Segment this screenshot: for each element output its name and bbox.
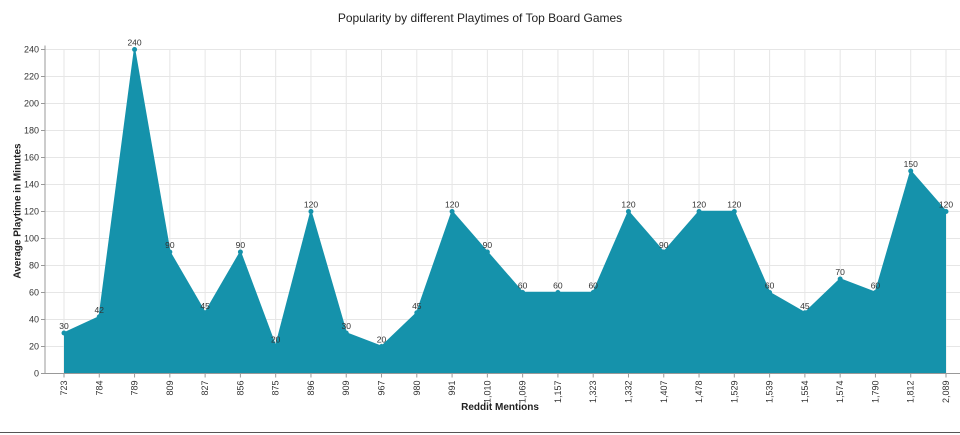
data-point <box>308 209 314 214</box>
x-tick-label: 1,812 <box>906 381 916 404</box>
window-bottom-border <box>0 432 960 433</box>
data-label: 90 <box>236 240 246 250</box>
x-tick-label: 723 <box>59 381 69 396</box>
data-label: 120 <box>692 200 706 210</box>
data-point <box>273 344 279 349</box>
data-label: 120 <box>304 200 318 210</box>
data-label: 240 <box>127 38 141 48</box>
data-point <box>908 168 914 174</box>
data-label: 60 <box>553 281 563 291</box>
data-point <box>484 249 490 255</box>
x-tick-label: 809 <box>165 381 175 396</box>
data-point <box>661 249 667 255</box>
data-point <box>625 209 631 214</box>
data-point <box>520 290 526 295</box>
data-label: 60 <box>588 281 598 291</box>
data-label: 30 <box>342 321 352 331</box>
x-tick-label: 967 <box>377 381 387 396</box>
x-tick-label: 1,554 <box>800 381 810 404</box>
y-tick-label: 60 <box>29 288 39 298</box>
x-tick-label: 909 <box>341 381 351 396</box>
y-tick-label: 100 <box>24 234 39 244</box>
x-tick-label: 1,574 <box>835 381 845 404</box>
data-point <box>202 310 208 316</box>
y-tick-label: 0 <box>34 369 39 379</box>
x-tick-label: 1,010 <box>482 381 492 404</box>
data-point <box>696 209 702 214</box>
y-tick-label: 180 <box>24 126 39 136</box>
data-point <box>731 209 737 214</box>
x-tick-label: 1,323 <box>588 381 598 404</box>
data-label: 90 <box>659 240 669 250</box>
data-label: 45 <box>412 301 422 311</box>
data-point <box>837 276 843 282</box>
data-label: 90 <box>165 240 175 250</box>
x-tick-label: 1,069 <box>518 381 528 404</box>
x-tick-label: 991 <box>447 381 457 396</box>
data-point <box>167 249 173 255</box>
data-point <box>379 344 385 349</box>
data-point <box>943 209 949 214</box>
x-tick-label: 1,407 <box>659 381 669 404</box>
data-point <box>96 314 102 320</box>
y-tick-label: 220 <box>24 72 39 82</box>
area-series <box>64 49 946 374</box>
y-tick-label: 160 <box>24 153 39 163</box>
data-label: 60 <box>871 281 881 291</box>
data-point <box>802 310 808 316</box>
data-label: 120 <box>621 200 635 210</box>
data-point <box>449 209 455 214</box>
data-label: 45 <box>800 301 810 311</box>
data-point <box>414 310 420 316</box>
data-point <box>343 330 349 336</box>
x-tick-label: 980 <box>412 381 422 396</box>
y-tick-label: 40 <box>29 315 39 325</box>
data-label: 70 <box>835 267 845 277</box>
x-tick-label: 856 <box>235 381 245 396</box>
data-label: 30 <box>59 321 69 331</box>
data-label: 120 <box>445 200 459 210</box>
data-point <box>132 47 138 52</box>
x-tick-label: 2,089 <box>941 381 951 404</box>
area-series-line <box>63 49 947 349</box>
data-point <box>872 290 878 295</box>
data-point <box>767 290 773 295</box>
x-tick-label: 1,478 <box>694 381 704 404</box>
x-tick-label: 1,790 <box>870 381 880 404</box>
y-tick-label: 20 <box>29 342 39 352</box>
x-tick-label: 1,529 <box>729 381 739 404</box>
data-point <box>555 290 561 295</box>
data-label: 45 <box>200 301 210 311</box>
x-tick-label: 789 <box>130 381 140 396</box>
y-tick-label: 140 <box>24 180 39 190</box>
x-tick-label: 827 <box>200 381 210 396</box>
x-tick-label: 896 <box>306 381 316 396</box>
data-label: 150 <box>904 159 918 169</box>
x-tick-label: 875 <box>271 381 281 396</box>
data-label: 120 <box>727 200 741 210</box>
data-label: 20 <box>377 335 387 345</box>
chart-title: Popularity by different Playtimes of Top… <box>337 11 623 25</box>
y-axis-label: Average Playtime in Minutes <box>12 143 24 279</box>
x-tick-label: 1,157 <box>553 381 563 404</box>
x-tick-label: 784 <box>94 381 104 396</box>
x-tick-label: 1,539 <box>765 381 775 404</box>
data-label: 90 <box>483 240 493 250</box>
y-tick-label: 120 <box>24 207 39 217</box>
x-tick-label: 1,332 <box>623 381 633 404</box>
data-label: 42 <box>95 305 105 315</box>
data-point <box>61 330 67 336</box>
y-tick-label: 80 <box>29 261 39 271</box>
data-label: 60 <box>765 281 775 291</box>
x-axis-label: Reddit Mentions <box>461 402 539 413</box>
data-point <box>237 249 243 255</box>
data-point <box>590 290 596 295</box>
data-label: 120 <box>939 200 953 210</box>
data-label: 20 <box>271 335 281 345</box>
data-label: 60 <box>518 281 528 291</box>
y-tick-label: 240 <box>24 45 39 55</box>
y-tick-label: 200 <box>24 99 39 109</box>
